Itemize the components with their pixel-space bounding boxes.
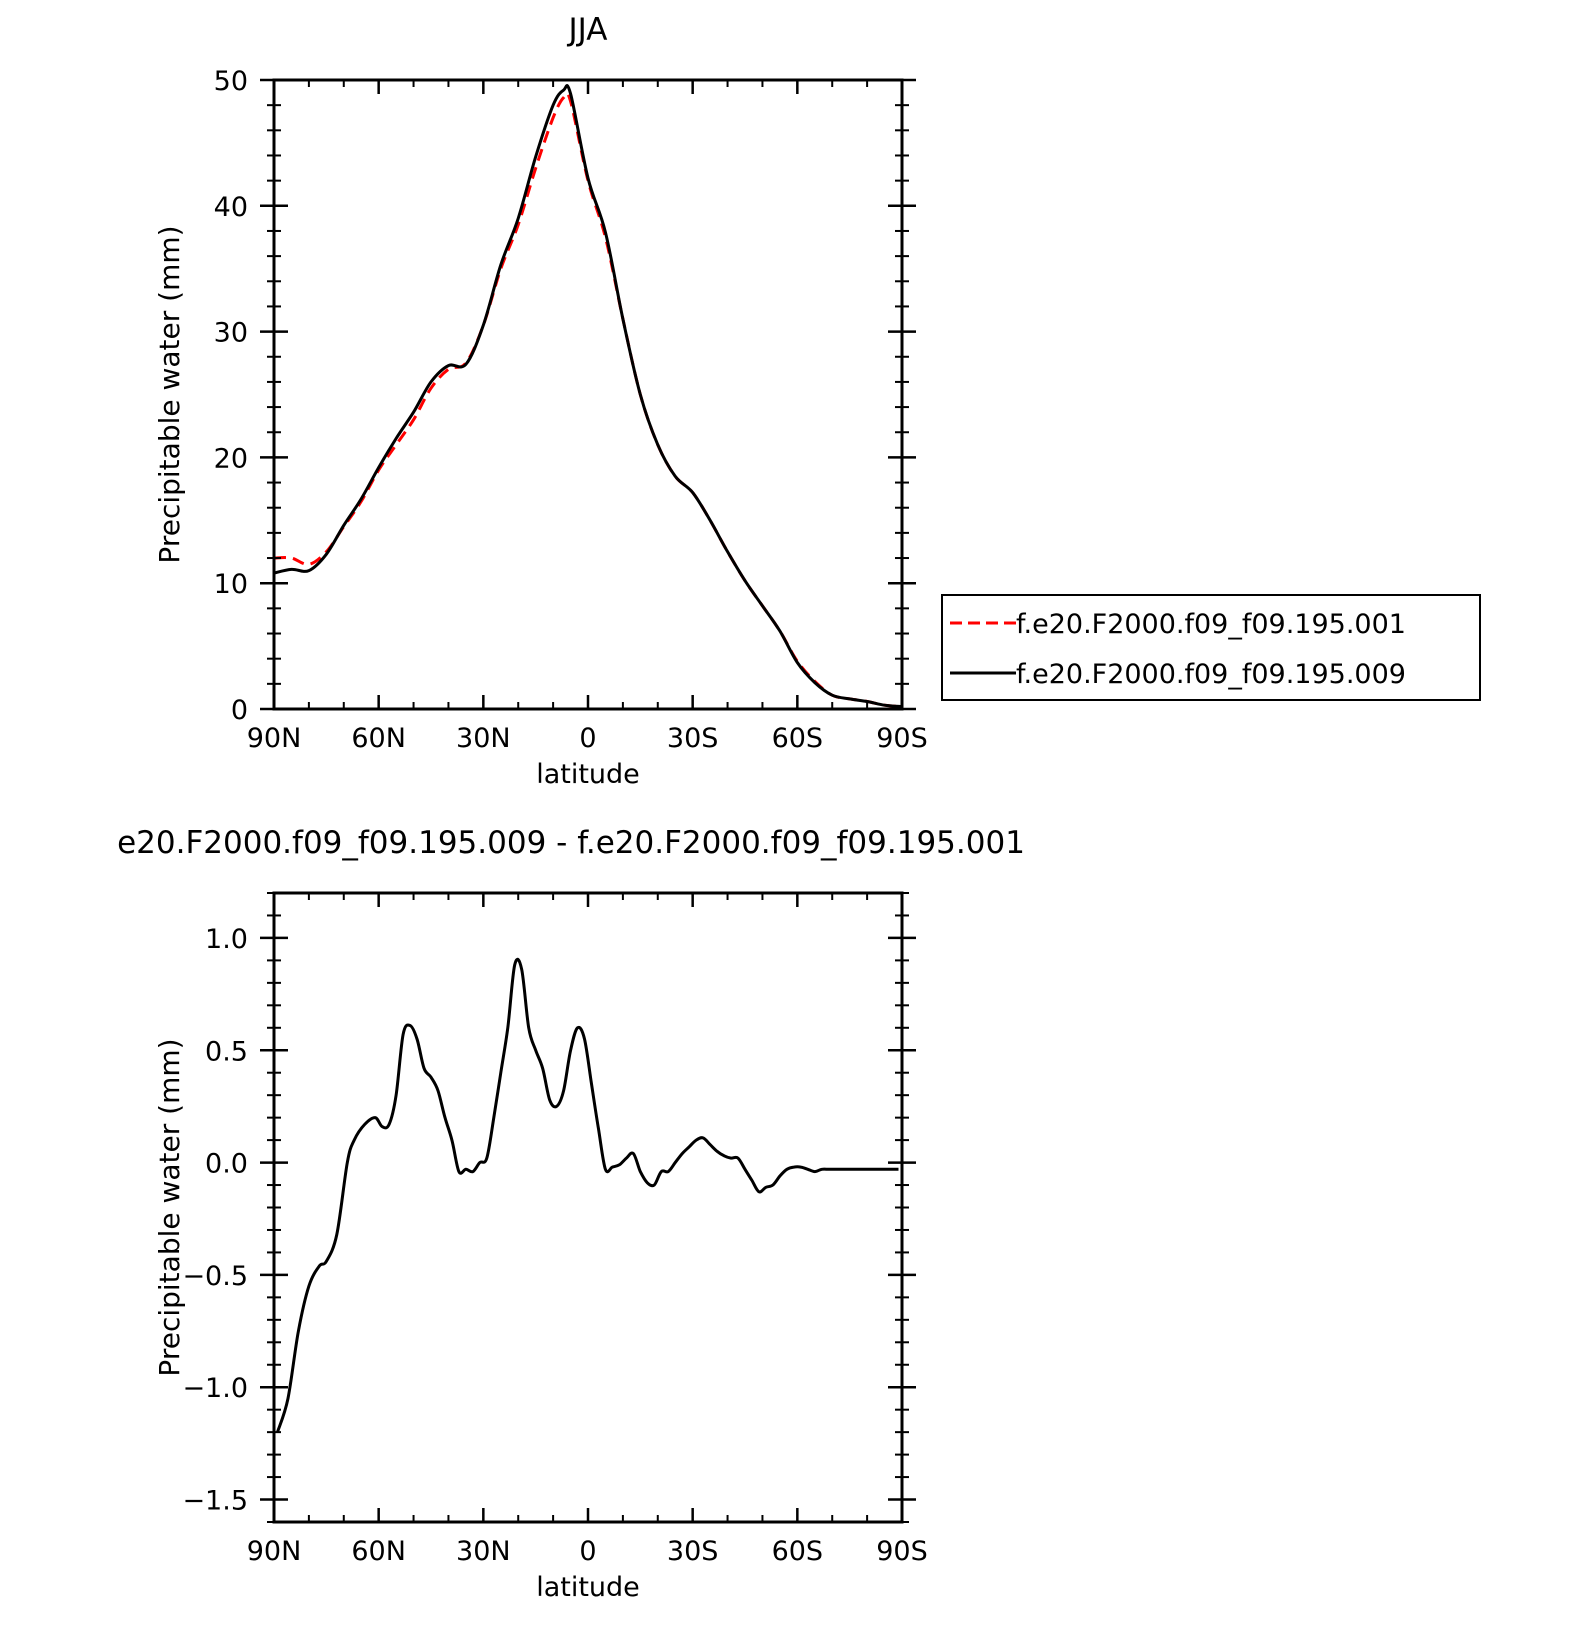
x-tick-label: 0 xyxy=(579,723,596,754)
y-tick-label: 10 xyxy=(214,569,248,600)
x-tick-label: 0 xyxy=(579,1536,596,1567)
x-axis-label: latitude xyxy=(536,759,640,790)
x-tick-label: 90S xyxy=(876,1536,928,1567)
x-tick-label: 60N xyxy=(351,723,406,754)
x-tick-label: 30S xyxy=(667,1536,719,1567)
chart-title: e20.F2000.f09_f09.195.009 - f.e20.F2000.… xyxy=(117,825,1025,861)
x-tick-label: 90S xyxy=(876,723,928,754)
y-tick-label: 0.5 xyxy=(205,1036,248,1067)
y-tick-label: −1.5 xyxy=(182,1486,248,1517)
y-axis-label: Precipitable water (mm) xyxy=(153,1038,186,1376)
x-tick-label: 60N xyxy=(351,1536,406,1567)
x-tick-label: 60S xyxy=(772,723,824,754)
x-tick-label: 90N xyxy=(247,1536,302,1567)
x-tick-label: 30N xyxy=(456,1536,511,1567)
y-tick-label: 0 xyxy=(231,695,248,726)
y-axis-label: Precipitable water (mm) xyxy=(153,225,186,563)
y-tick-label: 1.0 xyxy=(205,924,248,955)
legend-label: f.e20.F2000.f09_f09.195.009 xyxy=(1016,659,1406,690)
x-tick-label: 30N xyxy=(456,723,511,754)
x-tick-label: 90N xyxy=(247,723,302,754)
series-line-1 xyxy=(274,91,902,708)
y-tick-label: 0.0 xyxy=(205,1149,248,1180)
y-tick-label: −1.0 xyxy=(182,1373,248,1404)
chart-title: JJA xyxy=(567,12,608,48)
chart-panel-1: JJA 90N 60N 30N 0 30S 60S 90S 0 10 20 30 40 50 latitud… xyxy=(153,12,1481,790)
x-tick-label: 30S xyxy=(667,723,719,754)
chart-panel-2: e20.F2000.f09_f09.195.009 - f.e20.F2000.… xyxy=(117,825,1025,1603)
y-tick-label: 50 xyxy=(214,66,248,97)
series-line-1 xyxy=(276,957,899,1433)
series-line-2 xyxy=(274,84,902,708)
legend-label: f.e20.F2000.f09_f09.195.001 xyxy=(1016,609,1406,640)
legend: f.e20.F2000.f09_f09.195.001 f.e20.F2000.f… xyxy=(941,594,1481,701)
y-tick-label: 20 xyxy=(214,443,248,474)
y-tick-label: 30 xyxy=(214,318,248,349)
legend-box xyxy=(941,594,1481,701)
x-axis-label: latitude xyxy=(536,1572,640,1603)
y-tick-label: 40 xyxy=(214,192,248,223)
x-tick-label: 60S xyxy=(772,1536,824,1567)
y-tick-label: −0.5 xyxy=(182,1261,248,1292)
plot-frame xyxy=(272,891,904,1524)
